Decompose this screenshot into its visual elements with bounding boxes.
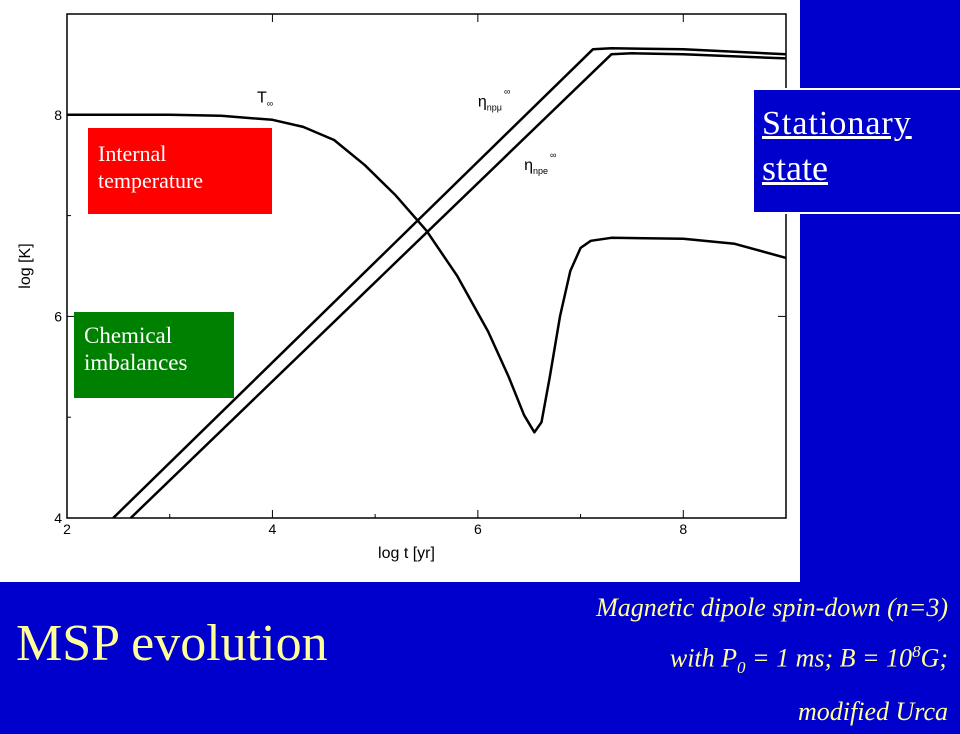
stationary-label-line2: state xyxy=(762,148,828,188)
series-label-1: ηnpμ∞ xyxy=(478,87,511,113)
y-tick-label: 8 xyxy=(54,107,62,123)
internal-label-line1: Internal xyxy=(98,141,167,166)
y-axis-title: log [K] xyxy=(17,243,34,288)
caption-line2-sup: 8 xyxy=(912,642,921,661)
stationary-state-box: Stationary state xyxy=(752,88,960,214)
x-tick-label: 6 xyxy=(474,521,482,537)
chemical-label-line2: imbalances xyxy=(84,350,188,375)
x-tick-label: 8 xyxy=(679,521,687,537)
y-tick-label: 6 xyxy=(54,308,62,324)
internal-temperature-label: Internal temperature xyxy=(88,128,272,214)
plot-frame xyxy=(66,13,787,519)
series-label-2: ηnpe∞ xyxy=(524,150,556,176)
caption-line2-prefix: with P xyxy=(669,643,738,673)
caption-line2-suffix: G; xyxy=(920,643,948,673)
series-line-0 xyxy=(67,113,786,434)
page-title: MSP evolution xyxy=(16,615,328,672)
x-axis-title: log t [yr] xyxy=(378,545,435,562)
caption-line3: modified Urca xyxy=(798,696,948,726)
x-tick-label: 2 xyxy=(63,521,71,537)
y-tick-label: 4 xyxy=(54,510,62,526)
caption: Magnetic dipole spin-down (n=3) with P0 … xyxy=(388,586,948,734)
caption-line1: Magnetic dipole spin-down (n=3) xyxy=(596,593,948,622)
series-line-1 xyxy=(112,47,786,518)
caption-line2-sub: 0 xyxy=(737,657,746,677)
series-line-2 xyxy=(129,52,786,518)
internal-label-line2: temperature xyxy=(98,168,204,193)
caption-line2: with P0 = 1 ms; B = 108G; xyxy=(388,630,948,690)
series-label-0: T∞ xyxy=(257,90,273,109)
stationary-label-line1: Stationary xyxy=(762,105,912,142)
plot-panel: 2 4 6 8 4 6 8 log t [yr] log [K] T∞ ηnpμ∞ ηnpe∞ xyxy=(0,0,800,582)
chemical-label-line1: Chemical xyxy=(84,323,173,348)
x-tick-label: 4 xyxy=(269,521,277,537)
chemical-imbalances-label: Chemical imbalances xyxy=(74,312,234,398)
caption-line2-mid: = 1 ms; B = 10 xyxy=(745,643,913,673)
